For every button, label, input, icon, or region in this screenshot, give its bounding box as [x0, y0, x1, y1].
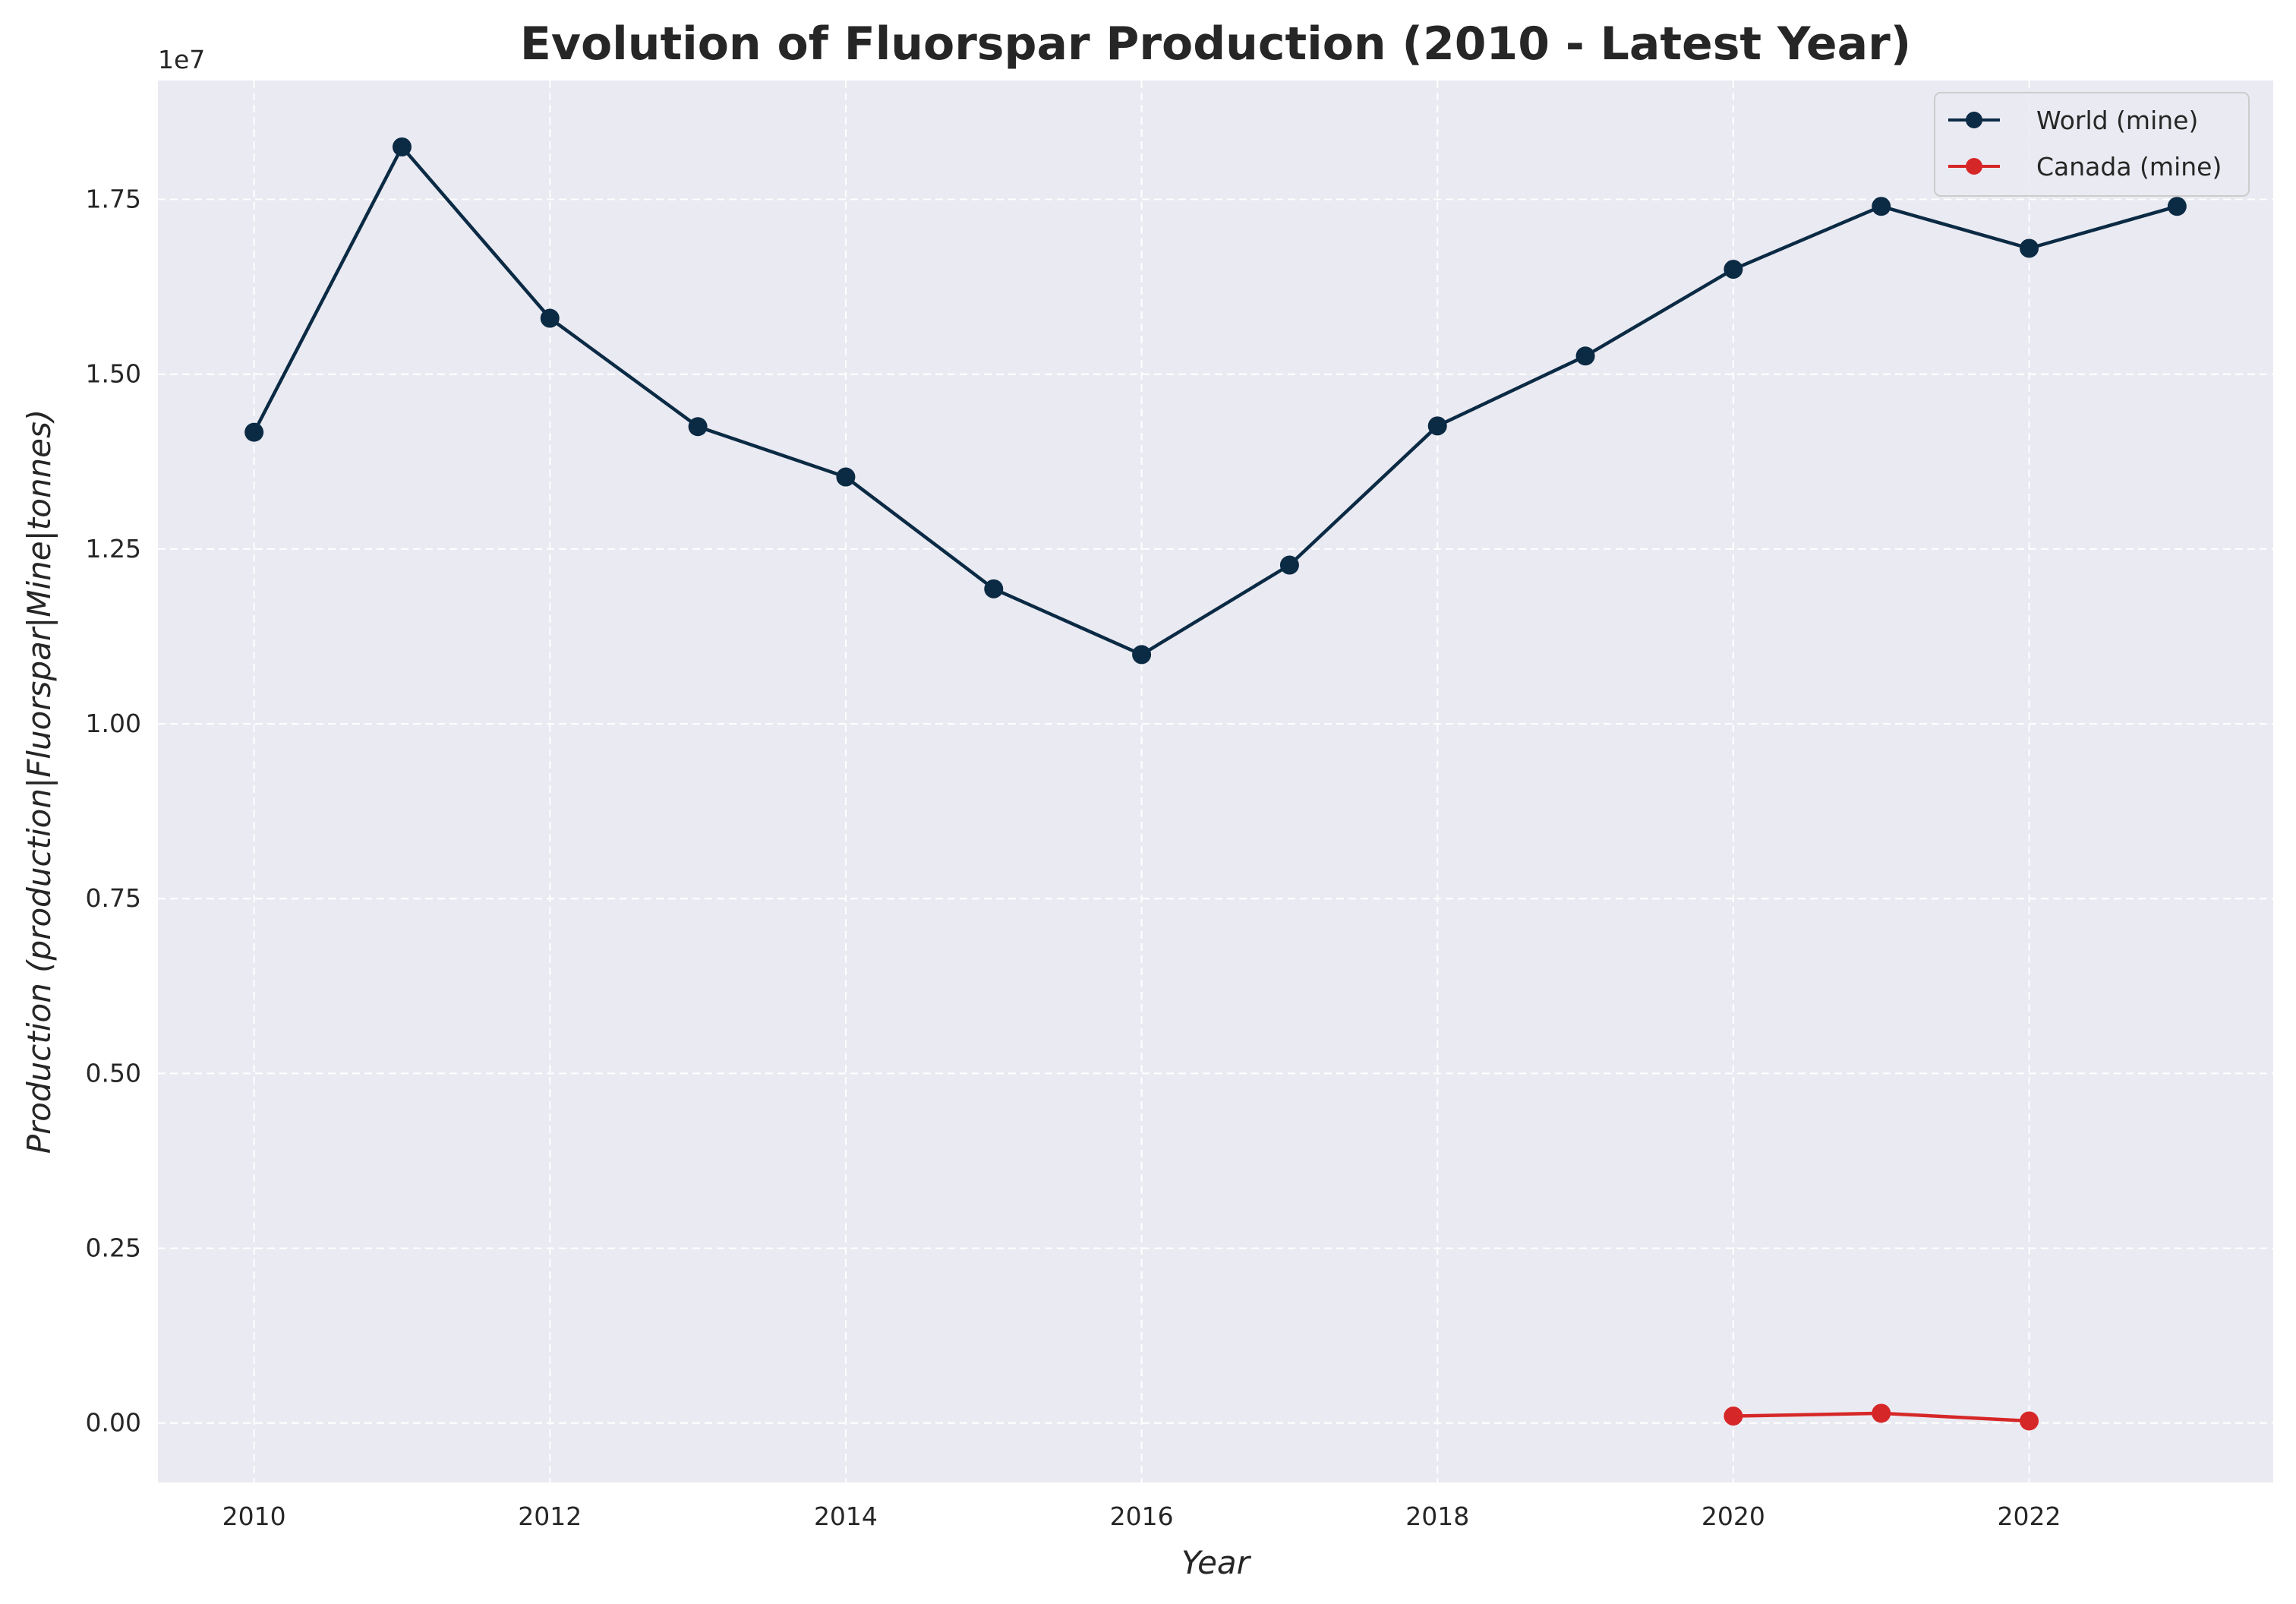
y-tick-label: 1.00: [86, 709, 141, 738]
tick-labels: 2010 2012 2014 2016 2018 2020 2022 0.00 0.25 0.50…: [86, 185, 2061, 1531]
x-tick-label: 2012: [518, 1501, 582, 1531]
data-point-world-mine: [836, 467, 856, 487]
x-tick-label: 2014: [814, 1501, 878, 1531]
legend: World (mine) Canada (mine): [1934, 92, 2250, 197]
data-point-world-mine: [2167, 197, 2187, 216]
data-point-canada-mine: [2020, 1411, 2039, 1431]
y-tick-label: 1.75: [86, 185, 141, 214]
data-point-canada-mine: [1872, 1404, 1891, 1423]
data-point-world-mine: [1279, 555, 1299, 575]
y-axis-offset-label: 1e7: [158, 45, 205, 74]
plot-area: [158, 81, 2273, 1482]
y-tick-label: 0.00: [86, 1408, 141, 1438]
data-point-world-mine: [688, 417, 708, 437]
x-tick-label: 2020: [1702, 1501, 1765, 1531]
legend-marker-canada: [1966, 158, 1982, 175]
data-point-world-mine: [1575, 346, 1595, 366]
data-point-world-mine: [2020, 238, 2039, 258]
data-point-world-mine: [1427, 416, 1447, 436]
data-point-world-mine: [540, 308, 560, 328]
legend-label-canada: Canada (mine): [2036, 152, 2222, 182]
y-tick-label: 1.50: [86, 359, 141, 389]
legend-marker-world: [1966, 112, 1982, 128]
data-point-world-mine: [244, 422, 264, 442]
data-point-world-mine: [1724, 260, 1743, 279]
y-tick-label: 0.75: [86, 883, 141, 913]
data-point-world-mine: [392, 137, 412, 156]
legend-box: [1934, 92, 2250, 197]
data-point-world-mine: [984, 579, 1004, 598]
series-line-world-mine: [252, 145, 2178, 657]
x-tick-label: 2016: [1110, 1501, 1174, 1531]
legend-label-world: World (mine): [2036, 106, 2198, 135]
data-point-canada-mine: [1724, 1407, 1743, 1426]
y-tick-label: 0.25: [86, 1233, 141, 1263]
data-point-world-mine: [1132, 645, 1152, 665]
grid-lines: [158, 81, 2273, 1482]
x-tick-label: 2022: [1998, 1501, 2061, 1531]
x-axis-label: Year: [1181, 1544, 1252, 1581]
y-tick-label: 1.25: [86, 534, 141, 564]
chart-title: Evolution of Fluorspar Production (2010 …: [520, 17, 1911, 71]
series-layer: [244, 137, 2187, 1431]
y-axis-label: Production (production|Fluorspar|Mine|to…: [20, 409, 58, 1154]
x-tick-label: 2018: [1405, 1501, 1469, 1531]
y-tick-label: 0.50: [86, 1058, 141, 1088]
data-point-world-mine: [1872, 197, 1891, 216]
x-tick-label: 2010: [222, 1501, 286, 1531]
